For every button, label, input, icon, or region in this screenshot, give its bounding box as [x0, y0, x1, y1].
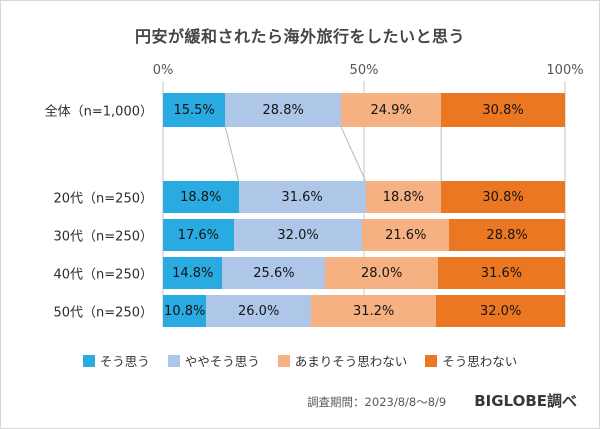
value-label: 32.0% [480, 303, 522, 319]
bar-segment: 15.5% [163, 93, 226, 127]
bar-segment: 32.0% [233, 219, 363, 251]
bar-segment: 10.8% [163, 295, 207, 327]
bar-row: 20代（n=250） 18.8% 31.6% 18.8% 30.8% [54, 181, 565, 213]
bar-segment: 17.6% [163, 219, 234, 251]
value-label: 24.9% [370, 102, 412, 118]
value-label: 14.8% [172, 265, 214, 281]
value-label: 26.0% [238, 303, 280, 319]
bar-row: 30代（n=250） 17.6% 32.0% 21.6% 28.8% [54, 219, 565, 251]
value-label: 30.8% [482, 102, 524, 118]
connector-lines [163, 127, 565, 181]
bar-row: 全体（n=1,000） 15.5% 28.8% 24.9% 30.8% [45, 93, 565, 127]
legend-item: そう思わない [425, 351, 517, 370]
legend-label: あまりそう思わない [294, 354, 408, 369]
bar-segment: 31.2% [310, 295, 437, 327]
x-tick-100: 100% [546, 63, 584, 78]
value-label: 31.6% [281, 189, 323, 205]
bar-segment: 21.6% [362, 219, 450, 251]
bar-segment: 18.8% [163, 181, 239, 213]
bar-segment: 25.6% [222, 257, 326, 289]
source-credit: BIGLOBE調べ [474, 392, 577, 410]
category-label: 20代（n=250） [53, 191, 154, 207]
value-label: 28.8% [262, 102, 304, 118]
category-label: 50代（n=250） [53, 305, 154, 321]
value-label: 31.2% [352, 303, 395, 319]
category-label: 30代（n=250） [53, 229, 154, 245]
bar-segment: 30.8% [441, 93, 565, 127]
survey-period: 調査期間：2023/8/8～8/9 [307, 395, 447, 409]
bar-segment: 31.6% [238, 181, 366, 213]
breakdown-connector-area [163, 127, 565, 181]
bar-row: 50代（n=250） 10.8% 26.0% 31.2% 32.0% [54, 295, 565, 327]
value-label: 30.8% [482, 189, 524, 205]
bar-segment: 30.8% [441, 181, 565, 213]
bar-segment: 31.6% [437, 257, 565, 289]
value-label: 28.8% [486, 227, 528, 243]
x-axis: 0% 50% 100% [153, 59, 584, 81]
value-label: 17.6% [177, 227, 220, 243]
legend-item: あまりそう思わない [277, 351, 408, 370]
value-label: 18.8% [382, 189, 425, 205]
legend-label: ややそう思う [184, 354, 260, 369]
plot-wrap: 0% 50% 100% 全体（n=1,000） 15.5% 28.8% 24.9% 30… [45, 59, 584, 327]
legend-swatch [82, 354, 95, 367]
legend-swatch [167, 354, 180, 367]
bar-segment: 24.9% [341, 93, 442, 127]
legend-item: そう思う [82, 351, 150, 370]
bars-container: 全体（n=1,000） 15.5% 28.8% 24.9% 30.8% 20代（n=250… [45, 93, 565, 327]
legend: そう思う ややそう思う あまりそう思わない そう思わない [1, 351, 599, 370]
value-label: 21.6% [385, 227, 427, 243]
category-label: 40代（n=250） [53, 267, 154, 283]
value-label: 10.8% [164, 303, 206, 319]
bar-segment: 18.8% [365, 181, 442, 213]
bar-segment: 32.0% [436, 295, 565, 327]
value-label: 18.8% [180, 189, 222, 205]
bar-segment: 28.8% [225, 93, 342, 127]
bar-segment: 26.0% [206, 295, 311, 327]
bar-segment: 28.8% [449, 219, 565, 251]
value-label: 15.5% [173, 102, 215, 118]
value-label: 32.0% [277, 227, 319, 243]
x-tick-0: 0% [152, 63, 174, 78]
legend-item: ややそう思う [167, 351, 260, 370]
bar-segment: 28.0% [325, 257, 438, 289]
footer: 調査期間：2023/8/8～8/9 BIGLOBE調べ [1, 390, 577, 411]
legend-label: そう思う [99, 354, 150, 369]
plot-area: 全体（n=1,000） 15.5% 28.8% 24.9% 30.8% 20代（n=250… [45, 81, 566, 327]
gridline-100 [564, 81, 566, 327]
value-label: 25.6% [253, 265, 295, 281]
value-label: 28.0% [361, 265, 403, 281]
bar-segment: 14.8% [163, 257, 223, 289]
category-label: 全体（n=1,000） [44, 104, 153, 120]
legend-swatch [277, 354, 290, 367]
bar-row: 40代（n=250） 14.8% 25.6% 28.0% 31.6% [54, 257, 565, 289]
value-label: 31.6% [480, 265, 523, 281]
legend-label: そう思わない [442, 354, 518, 369]
chart-title: 円安が緩和されたら海外旅行をしたいと思う [134, 27, 465, 46]
x-tick-50: 50% [349, 63, 379, 78]
legend-swatch [425, 354, 438, 367]
